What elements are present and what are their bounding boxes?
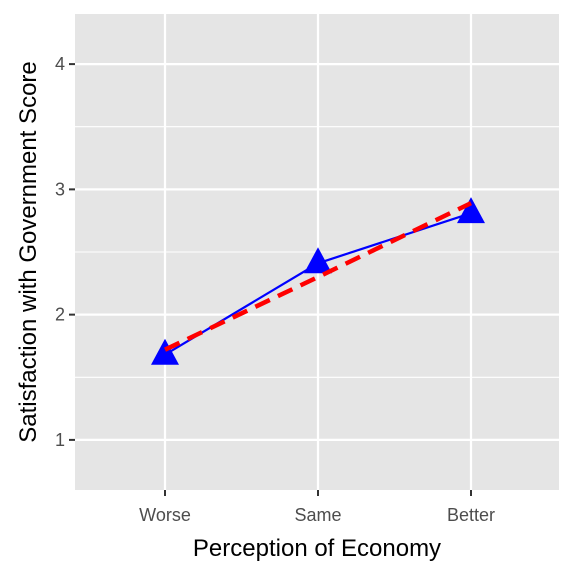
x-axis-title: Perception of Economy — [193, 535, 441, 562]
triangle-marker — [151, 338, 179, 365]
triangle-marker — [457, 197, 485, 224]
axis-layer: 1 2 3 4 Worse Same Better — [55, 54, 495, 525]
y-tick-label: 1 — [55, 430, 65, 450]
y-axis-title: Satisfaction with Government Score — [15, 61, 42, 443]
x-tick-label: Same — [294, 505, 341, 525]
y-tick-label: 4 — [55, 54, 65, 74]
y-tick-label: 3 — [55, 179, 65, 199]
x-tick-label: Worse — [139, 505, 191, 525]
y-tick-label: 2 — [55, 305, 65, 325]
x-tick-label: Better — [447, 505, 495, 525]
dashed-series-line — [164, 201, 472, 352]
major-gridlines — [75, 14, 559, 490]
triangle-marker — [304, 247, 332, 274]
series-layer — [151, 197, 485, 365]
